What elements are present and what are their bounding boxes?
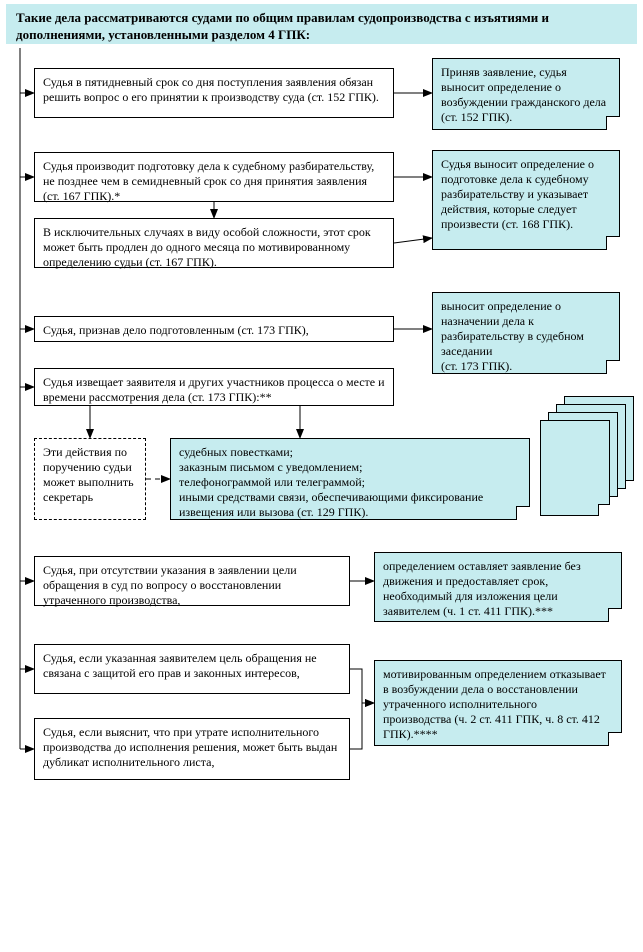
note-n2: Судья выносит определение о подготовке д… <box>432 150 620 250</box>
text-b2: Судья производит подготовку дела к судеб… <box>43 159 377 203</box>
text-n1: Приняв заявление, судья выносит определе… <box>441 65 609 124</box>
note-stack <box>540 396 634 516</box>
text-b6: Судья, при отсутствии указания в заявлен… <box>43 563 300 607</box>
text-n3: выносит определение о назначении дела к … <box>441 299 587 373</box>
text-n6: мотивированным определением отказывает в… <box>383 667 609 741</box>
box-b7: Судья, если указанная заявителем цель об… <box>34 644 350 694</box>
text-b5: Судья извещает заявителя и других участн… <box>43 375 388 404</box>
text-b3: В исключительных случаях в виду особой с… <box>43 225 374 269</box>
note-n1: Приняв заявление, судья выносит определе… <box>432 58 620 130</box>
box-b2: Судья производит подготовку дела к судеб… <box>34 152 394 202</box>
box-b8: Судья, если выяснит, что при утрате испо… <box>34 718 350 780</box>
text-d1: Эти действия по поручению судьи может вы… <box>43 445 137 504</box>
note-n3: выносит определение о назначении дела к … <box>432 292 620 374</box>
header-banner: Такие дела рассматриваются судами по общ… <box>6 4 637 44</box>
note-n4: судебных повестками; заказным письмом с … <box>170 438 530 520</box>
text-n2: Судья выносит определение о подготовке д… <box>441 157 597 231</box>
note-n5: определением оставляет заявление без дви… <box>374 552 622 622</box>
text-b8: Судья, если выяснит, что при утрате испо… <box>43 725 340 769</box>
box-b6: Судья, при отсутствии указания в заявлен… <box>34 556 350 606</box>
text-b1: Судья в пятидневный срок со дня поступле… <box>43 75 379 104</box>
text-b7: Судья, если указанная заявителем цель об… <box>43 651 320 680</box>
text-n5: определением оставляет заявление без дви… <box>383 559 584 618</box>
dashed-d1: Эти действия по поручению судьи может вы… <box>34 438 146 520</box>
box-b1: Судья в пятидневный срок со дня поступле… <box>34 68 394 118</box>
box-b5: Судья извещает заявителя и других участн… <box>34 368 394 406</box>
note-n6: мотивированным определением отказывает в… <box>374 660 622 746</box>
box-b4: Судья, признав дело подготовленным (ст. … <box>34 316 394 342</box>
box-b3: В исключительных случаях в виду особой с… <box>34 218 394 268</box>
text-b4: Судья, признав дело подготовленным (ст. … <box>43 323 309 337</box>
text-n4: судебных повестками; заказным письмом с … <box>179 445 486 519</box>
